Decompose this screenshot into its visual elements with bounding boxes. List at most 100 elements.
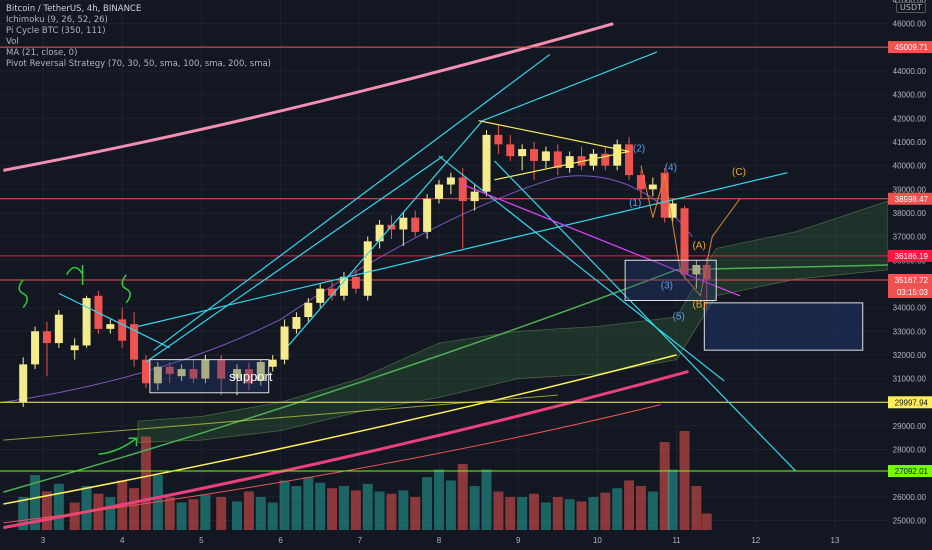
candle-body	[668, 203, 677, 218]
volume-bar	[140, 436, 151, 530]
support-label: support	[229, 369, 273, 384]
legend-indicator-ma[interactable]: MA (21, close, 0)	[6, 48, 78, 58]
volume-bar	[517, 497, 528, 530]
volume-bar	[93, 493, 104, 530]
countdown-label: 03:15:03	[897, 288, 929, 297]
triangle-top-line	[478, 120, 630, 153]
y-tick-label: 28000.00	[893, 446, 927, 455]
currency-label[interactable]: USDT	[896, 2, 926, 13]
level-tag-bg	[888, 396, 932, 409]
x-tick-label: 3	[41, 536, 46, 545]
volume-bar	[105, 497, 116, 530]
volume-bar	[279, 480, 290, 530]
x-tick-label: 6	[278, 536, 283, 545]
volume-bar	[481, 469, 492, 530]
volume-bar	[505, 497, 516, 530]
countdown-tag-bg	[888, 285, 932, 298]
abc-label-a: (A)	[692, 240, 705, 251]
volume-bar	[232, 501, 243, 530]
hand-drawn-mark	[66, 265, 84, 285]
candle-body	[42, 331, 51, 344]
level-tag-bg	[888, 249, 932, 262]
candle-body	[506, 144, 515, 157]
candle-body	[256, 362, 265, 381]
volume-bar	[552, 497, 563, 530]
y-tick-label: 41000.00	[893, 138, 927, 147]
legend-indicator-vol[interactable]: Vol	[6, 37, 19, 47]
volume-bar	[469, 486, 480, 530]
candle-body	[435, 184, 443, 199]
channel-upper-line	[153, 53, 551, 351]
candle-body	[446, 177, 455, 185]
candle-body	[316, 288, 325, 303]
y-tick-label: 37000.00	[893, 233, 927, 242]
volume-bar	[81, 486, 92, 530]
x-tick-label: 4	[120, 536, 125, 545]
level-tag-label: 45009.71	[895, 43, 929, 52]
y-tick-label: 33000.00	[893, 327, 927, 336]
candle-body	[189, 369, 198, 379]
wave-label-2: (2)	[633, 143, 645, 154]
volume-bar	[176, 502, 187, 530]
hand-drawn-mark	[18, 279, 28, 309]
candle-body	[363, 241, 372, 296]
volume-bar	[267, 502, 278, 530]
legend-indicator-pi-cycle[interactable]: Pi Cycle BTC (350, 111)	[6, 26, 106, 36]
volume-bar	[200, 494, 211, 530]
candle-body	[165, 366, 174, 374]
volume-bar	[457, 464, 468, 530]
candle-body	[70, 345, 79, 351]
candle-body	[423, 198, 432, 232]
candle-body	[648, 184, 657, 190]
volume-bar	[635, 486, 646, 530]
candle-body	[482, 134, 491, 192]
volume-bar	[291, 486, 302, 530]
candle-body	[660, 172, 669, 218]
drawings: support (1) (2) (3) (4) (5) (A) (B) (C)	[18, 51, 864, 472]
level-tag-label: 38598.47	[895, 195, 929, 204]
candle-body	[177, 369, 186, 377]
level-tag-bg	[888, 273, 932, 286]
y-tick-label: 29000.00	[893, 422, 927, 431]
ma-mid-line	[3, 354, 677, 505]
volume-bar	[647, 491, 658, 530]
candle-body	[130, 324, 139, 360]
candle-body	[54, 314, 63, 344]
volume-bar	[129, 488, 140, 530]
candle-body	[636, 175, 645, 190]
pi-cycle-line	[3, 22, 614, 172]
candle-body	[153, 366, 162, 384]
y-tick-label: 46000.00	[893, 20, 927, 29]
level-tag-label: 27092.01	[895, 467, 929, 476]
x-tick-label: 8	[437, 536, 442, 545]
volume-bar	[338, 486, 349, 530]
legend-indicator-ichimoku[interactable]: Ichimoku (9, 26, 52, 26)	[6, 15, 108, 25]
candle-body	[268, 359, 277, 367]
candle-body	[244, 369, 253, 384]
candle-body	[375, 224, 384, 242]
volume-bar	[152, 475, 163, 530]
candle-body	[553, 151, 562, 168]
volume-bar	[529, 493, 540, 530]
candle-body	[19, 364, 28, 403]
volume-bar	[422, 477, 433, 530]
channel-lower-line	[145, 155, 444, 363]
candle-body	[217, 359, 226, 379]
legend-indicator-pivot[interactable]: Pivot Reversal Strategy (70, 30, 50, sma…	[6, 59, 272, 69]
candle-body	[680, 208, 689, 275]
wave-label-1: (1)	[629, 198, 641, 209]
y-tick-label: 44000.00	[893, 67, 927, 76]
y-tick-label: 34000.00	[893, 304, 927, 313]
volume-bar	[701, 513, 712, 530]
channel-extension-line	[482, 51, 658, 122]
volume-bar	[691, 486, 702, 530]
candle-body	[518, 149, 527, 157]
volume-bar	[679, 431, 690, 530]
volume-bar	[315, 482, 326, 530]
volume-bar	[434, 469, 444, 530]
elliott-wave-path	[640, 165, 741, 297]
volume-bar	[612, 488, 623, 530]
chart-legend: Bitcoin / TetherUS, 4h, BINANCE Ichimoku…	[6, 4, 271, 70]
